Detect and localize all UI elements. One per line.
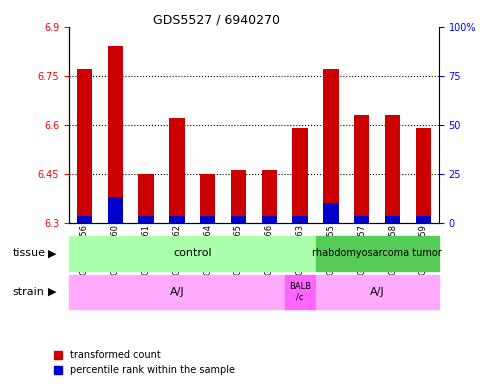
Text: ▶: ▶: [48, 248, 57, 258]
Text: GDS5527 / 6940270: GDS5527 / 6940270: [153, 13, 281, 26]
Text: ▶: ▶: [48, 287, 57, 297]
Bar: [139, 216, 154, 223]
Bar: [231, 170, 246, 223]
Legend: transformed count, percentile rank within the sample: transformed count, percentile rank withi…: [54, 351, 235, 375]
Bar: [69, 236, 316, 271]
Bar: [200, 174, 215, 223]
Bar: [169, 118, 184, 223]
Bar: [200, 216, 215, 223]
Text: control: control: [173, 248, 211, 258]
Bar: [107, 46, 123, 223]
Text: A/J: A/J: [170, 287, 184, 297]
Bar: [139, 174, 154, 223]
Bar: [416, 216, 431, 223]
Bar: [77, 70, 92, 223]
Text: A/J: A/J: [370, 287, 385, 297]
Bar: [231, 216, 246, 223]
Bar: [262, 216, 277, 223]
Bar: [354, 115, 369, 223]
Bar: [316, 275, 439, 309]
Bar: [169, 216, 184, 223]
Bar: [316, 236, 439, 271]
Bar: [284, 275, 316, 309]
Bar: [262, 170, 277, 223]
Bar: [416, 128, 431, 223]
Text: strain: strain: [12, 287, 44, 297]
Bar: [107, 197, 123, 223]
Bar: [69, 275, 284, 309]
Bar: [292, 128, 308, 223]
Bar: [385, 115, 400, 223]
Bar: [292, 216, 308, 223]
Bar: [354, 216, 369, 223]
Text: BALB
/c: BALB /c: [289, 282, 311, 301]
Bar: [77, 216, 92, 223]
Text: tissue: tissue: [12, 248, 45, 258]
Bar: [323, 203, 339, 223]
Bar: [323, 70, 339, 223]
Bar: [385, 216, 400, 223]
Text: rhabdomyosarcoma tumor: rhabdomyosarcoma tumor: [312, 248, 442, 258]
